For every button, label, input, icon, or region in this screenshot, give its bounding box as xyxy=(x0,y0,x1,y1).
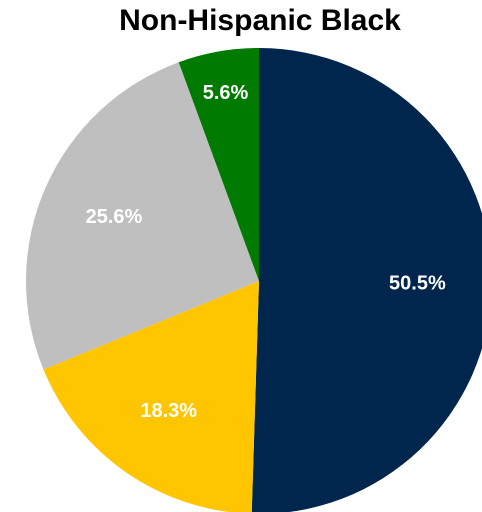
slice-label-1: 18.3% xyxy=(140,400,197,422)
slice-label-2: 25.6% xyxy=(86,206,143,228)
pie-slice-3 xyxy=(178,48,259,281)
chart-title: Non-Hispanic Black xyxy=(119,4,401,37)
pie-slice-1 xyxy=(43,281,259,512)
pie-slice-0 xyxy=(251,48,482,512)
slice-label-3: 5.6% xyxy=(203,82,249,104)
slice-label-0: 50.5% xyxy=(389,272,446,294)
pie-slice-2 xyxy=(25,62,259,370)
